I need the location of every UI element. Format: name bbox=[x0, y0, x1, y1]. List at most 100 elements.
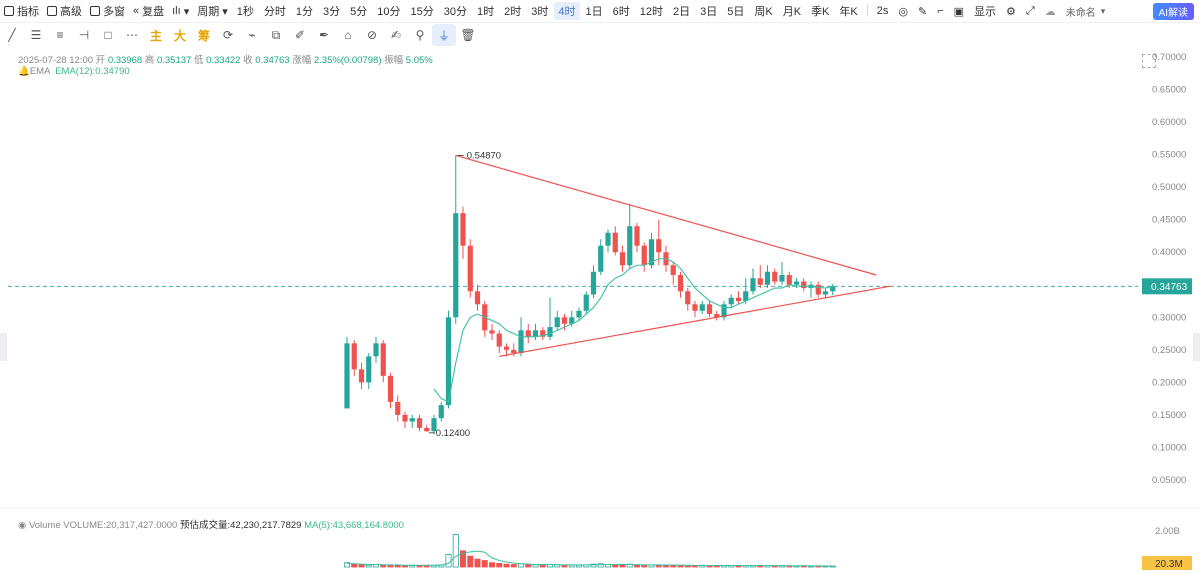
period-option[interactable]: 1秒 bbox=[236, 6, 254, 18]
period-option[interactable]: 3日 bbox=[700, 6, 718, 18]
volume-name[interactable]: Volume bbox=[28, 520, 61, 531]
candle-body bbox=[445, 317, 452, 406]
candle-body bbox=[460, 213, 466, 246]
volume-bar bbox=[351, 563, 358, 568]
volume-bar bbox=[539, 564, 546, 568]
candle-icon: ılı bbox=[172, 5, 181, 17]
sync-icon[interactable]: ⟳ bbox=[222, 28, 234, 42]
candle-body bbox=[590, 271, 597, 295]
ray-tool-icon[interactable]: ⊣ bbox=[78, 28, 90, 42]
candle-body bbox=[728, 297, 734, 305]
ema-info: 🔔EMA EMA(12):0.34790 bbox=[18, 66, 130, 77]
ohlc-info: 2025-07-28 12:00 开 0.33968 高 0.35137 低 0… bbox=[18, 52, 433, 66]
display-menu[interactable]: 显示 bbox=[974, 6, 997, 18]
candle-body bbox=[735, 297, 742, 302]
line-tool-icon[interactable]: ╱ bbox=[8, 28, 16, 42]
cloud-icon[interactable]: ☁ bbox=[1044, 5, 1056, 18]
rectangle-tool-icon[interactable]: □ bbox=[104, 28, 112, 42]
main-force-tool[interactable]: 主 bbox=[149, 28, 162, 43]
link-icon[interactable]: ⚲ bbox=[415, 28, 425, 42]
volume-bar bbox=[481, 560, 488, 568]
period-option[interactable]: 30分 bbox=[443, 6, 467, 18]
candle-body bbox=[619, 252, 626, 266]
eye-icon[interactable]: ◉ bbox=[18, 520, 27, 531]
fullscreen-icon[interactable]: ⤢ bbox=[1025, 4, 1035, 17]
ai-analysis-button[interactable]: AI解读 bbox=[1152, 3, 1194, 20]
period-option[interactable]: 12时 bbox=[639, 6, 663, 18]
filter-icon[interactable]: ⏚ bbox=[432, 24, 456, 46]
ema-name[interactable]: EMA bbox=[29, 66, 50, 77]
volume-bar bbox=[394, 564, 401, 568]
period-option[interactable]: 5分 bbox=[350, 6, 368, 18]
multi-window-menu[interactable]: 多窗 bbox=[86, 0, 129, 22]
expand-icon[interactable] bbox=[1142, 54, 1156, 68]
candle-body bbox=[815, 284, 821, 295]
period-option[interactable]: 周K bbox=[754, 6, 773, 18]
note-icon[interactable]: ✍ bbox=[390, 28, 402, 42]
period-option[interactable]: 分时 bbox=[263, 6, 286, 18]
period-option[interactable]: 年K bbox=[839, 6, 858, 18]
price-tick-label: 0.60000 bbox=[1152, 117, 1186, 128]
settings-icon[interactable]: ⚙ bbox=[1006, 5, 1016, 18]
candle-body bbox=[554, 317, 560, 328]
layout-icon[interactable]: ▣ bbox=[953, 5, 965, 18]
magnet-icon[interactable]: ⌁ bbox=[248, 28, 256, 42]
period-option[interactable]: 月K bbox=[782, 6, 802, 18]
candle-body bbox=[489, 330, 495, 334]
candle-body bbox=[779, 275, 785, 282]
period-option[interactable]: 季K bbox=[811, 6, 830, 18]
bell-icon[interactable]: 🔔 bbox=[18, 66, 30, 77]
parallel-tool-icon[interactable]: ≡ bbox=[56, 28, 64, 42]
hline-tool-icon[interactable]: ☰ bbox=[30, 28, 42, 42]
advanced-menu[interactable]: 高级 bbox=[43, 0, 86, 22]
chart-type-menu[interactable]: ılı ▾ bbox=[168, 0, 193, 22]
refresh-interval[interactable]: 2s bbox=[876, 5, 889, 17]
price-tick-label: 0.70000 bbox=[1152, 52, 1186, 63]
volume-bar bbox=[597, 563, 604, 568]
candle-body bbox=[772, 271, 778, 282]
high-value: 0.35137 bbox=[156, 55, 192, 66]
edit-icon[interactable]: ✎ bbox=[917, 5, 928, 18]
period-option[interactable]: 3时 bbox=[531, 6, 549, 18]
replay-menu[interactable]: « 复盘 bbox=[129, 0, 168, 22]
period-option[interactable]: 2时 bbox=[504, 6, 522, 18]
left-panel-handle[interactable] bbox=[0, 333, 7, 361]
period-option[interactable]: 1时 bbox=[477, 6, 495, 18]
current-price-tag bbox=[1142, 278, 1192, 295]
camera-icon[interactable]: ◎ bbox=[898, 5, 908, 18]
account-menu[interactable]: 未命名 bbox=[1065, 7, 1096, 19]
period-option[interactable]: 1分 bbox=[295, 6, 313, 18]
price-tick-label: 0.05000 bbox=[1152, 475, 1186, 486]
right-panel-handle[interactable] bbox=[1193, 333, 1200, 361]
chip-tool[interactable]: 筹 bbox=[197, 28, 210, 43]
period-option[interactable]: 1日 bbox=[585, 6, 603, 18]
candle-body bbox=[641, 245, 647, 266]
period-option[interactable]: 4时 bbox=[554, 2, 580, 20]
lock-icon[interactable]: ⌂ bbox=[344, 28, 352, 42]
period-option[interactable]: 6时 bbox=[612, 6, 630, 18]
period-option[interactable]: 10分 bbox=[377, 6, 401, 18]
period-option[interactable]: 5日 bbox=[727, 6, 745, 18]
hide-icon[interactable]: ⊘ bbox=[366, 28, 378, 42]
indicator-menu[interactable]: 指标 bbox=[0, 0, 43, 22]
candle-body bbox=[561, 317, 568, 324]
crop-icon[interactable]: ⌐ bbox=[937, 5, 944, 17]
period-option[interactable]: 3分 bbox=[323, 6, 341, 18]
trash-icon[interactable]: 🗑 bbox=[460, 28, 476, 42]
candle-body bbox=[431, 418, 437, 432]
candle-body bbox=[605, 232, 611, 246]
period-option[interactable]: 15分 bbox=[410, 6, 434, 18]
more-tools-icon[interactable]: ⋯ bbox=[126, 28, 138, 42]
ruler-icon[interactable]: ✐ bbox=[294, 28, 306, 42]
volume-bar bbox=[496, 563, 503, 568]
period-option[interactable]: 2日 bbox=[673, 6, 691, 18]
volume-bar bbox=[532, 564, 539, 568]
candle-body bbox=[569, 317, 575, 324]
period-menu[interactable]: 周期 ▾ bbox=[193, 0, 232, 22]
pen-icon[interactable]: ✒ bbox=[318, 28, 330, 42]
copy-icon[interactable]: ⧉ bbox=[271, 27, 281, 42]
volume-bar bbox=[409, 565, 416, 568]
large-order-tool[interactable]: 大 bbox=[173, 28, 186, 43]
candle-body bbox=[366, 356, 372, 383]
